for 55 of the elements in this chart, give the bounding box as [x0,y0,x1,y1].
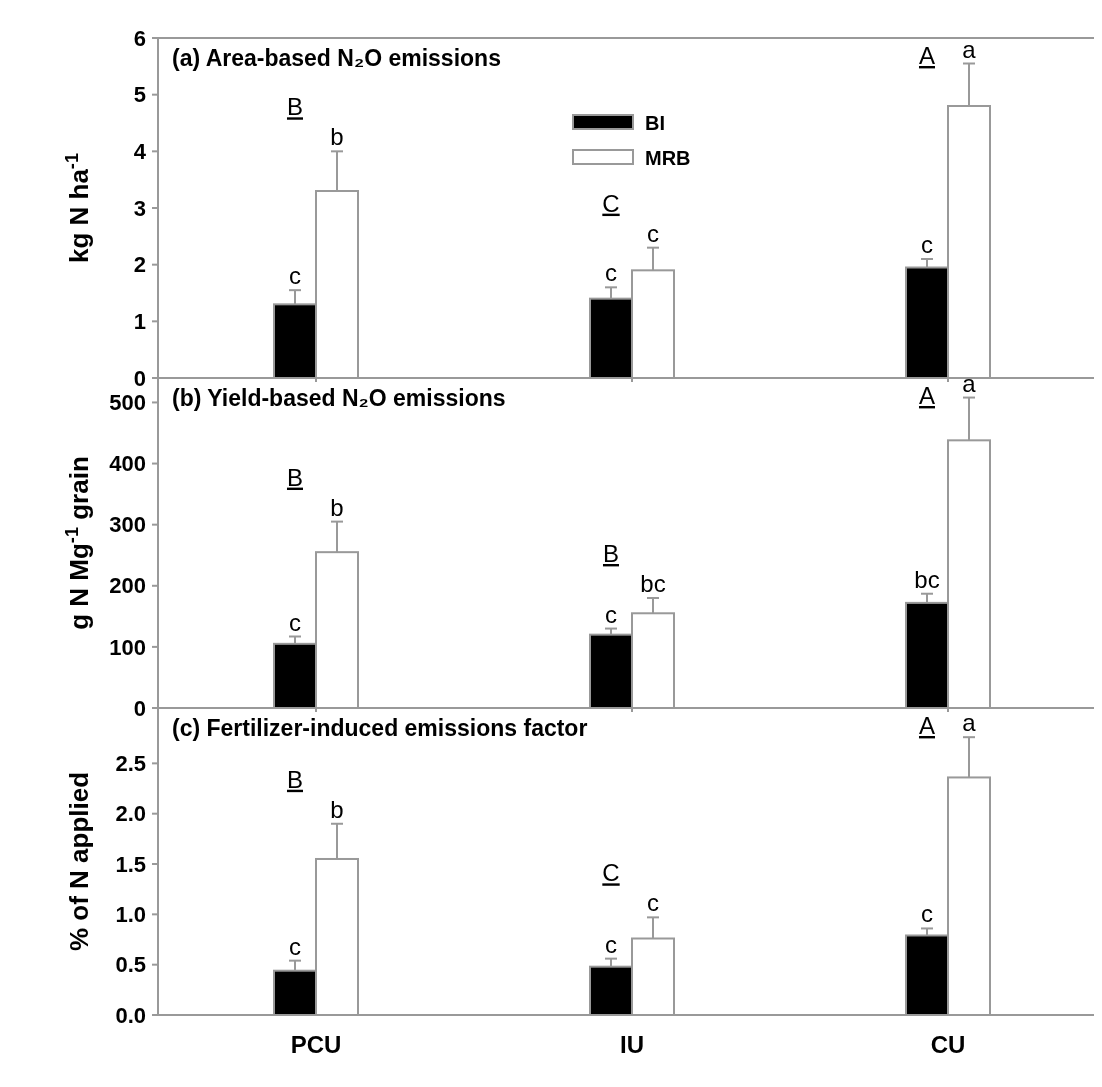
y-tick-label: 0.5 [115,952,146,978]
annotation: B [286,463,304,491]
y-axis-title: % of N applied [64,771,94,952]
y-tick-label: 0 [133,365,146,391]
y-tick-label: 3 [133,195,146,221]
y-tick-label: 0 [133,695,146,721]
annotation: B [286,765,304,793]
annotation: C [602,189,620,217]
data-label: b [330,795,344,823]
annotation: B [602,540,620,567]
y-tick-label: 2 [133,252,146,278]
annotation: A [918,42,936,69]
x-tick-label: CU [930,1031,966,1058]
data-label: c [605,930,617,958]
data-label: a [962,369,977,397]
y-tick-label: 1.5 [115,851,146,877]
data-label: bc [640,570,666,597]
y-tick-label: 1.0 [115,902,146,928]
data-label: a [962,709,977,737]
data-label: c [605,600,617,628]
legend-label: MRB [645,147,691,169]
data-label: bc [914,565,940,593]
data-label: c [921,231,933,258]
data-label: c [605,259,617,287]
y-tick-label: 500 [109,390,146,416]
y-tick-label: 0.0 [115,1002,146,1028]
y-tick-label: 6 [133,25,146,51]
y-tick-label: 400 [109,451,146,477]
y-tick-label: 200 [109,573,146,599]
x-tick-label: PCU [290,1031,342,1058]
chart-title: (b) Yield-based N₂O emissions [172,385,506,411]
annotation: A [918,712,936,739]
data-label: c [289,932,301,960]
annotation: A [918,382,936,409]
chart-title: (a) Area-based N₂O emissions [172,45,501,71]
annotation: B [286,93,304,121]
data-label: c [289,262,301,290]
y-tick-label: 300 [109,512,146,538]
data-label: b [330,123,344,151]
annotation: C [602,859,620,887]
y-tick-label: 1 [133,309,146,335]
chart-title: (c) Fertilizer-induced emissions factor [172,715,588,741]
legend-label: BI [645,112,665,134]
data-label: c [921,900,933,928]
y-tick-label: 4 [133,139,147,165]
data-label: b [330,493,344,521]
y-tick-label: 2.5 [115,751,146,777]
data-label: c [289,608,301,636]
x-tick-label: IU [620,1031,644,1058]
y-tick-label: 2.0 [115,801,146,827]
data-label: c [647,889,659,917]
y-tick-label: 100 [109,634,146,660]
data-label: a [962,35,977,63]
data-label: c [647,219,659,247]
y-tick-label: 5 [133,82,146,108]
